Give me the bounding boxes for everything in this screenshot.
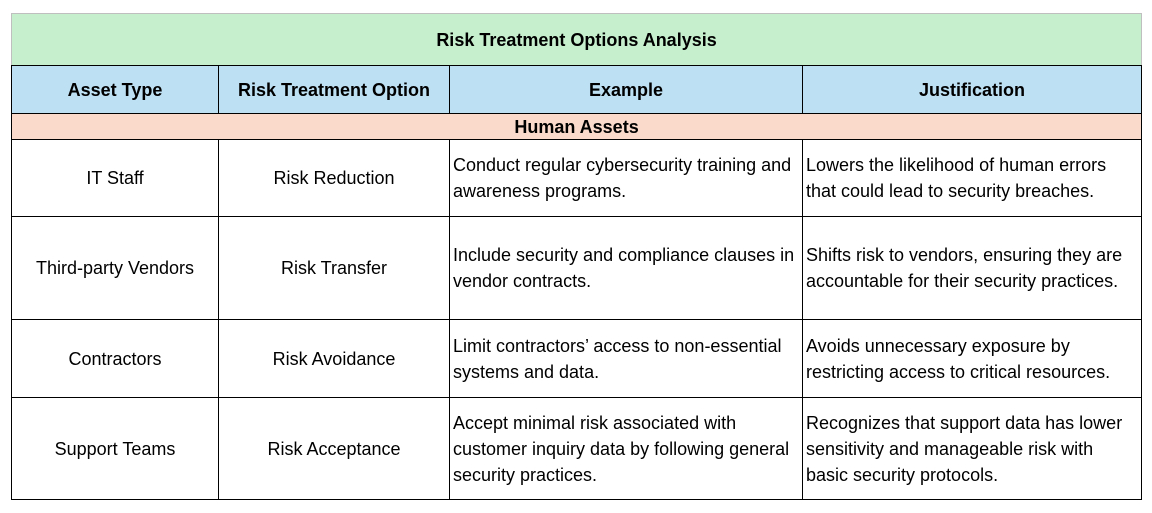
cell-example[interactable]: Accept minimal risk associated with cust…	[449, 397, 803, 500]
header-justification[interactable]: Justification	[801, 65, 1143, 114]
risk-treatment-sheet: Risk Treatment Options Analysis Asset Ty…	[10, 13, 1143, 500]
table-row: Contractors Risk Avoidance Limit contrac…	[11, 319, 1143, 398]
risk-treatment-table: Risk Treatment Options Analysis Asset Ty…	[10, 13, 1143, 500]
cell-justification[interactable]: Avoids unnecessary exposure by restricti…	[801, 319, 1143, 398]
cell-risk-option[interactable]: Risk Avoidance	[218, 319, 450, 398]
cell-justification[interactable]: Recognizes that support data has lower s…	[801, 397, 1143, 500]
cell-risk-option[interactable]: Risk Reduction	[218, 139, 450, 217]
cell-asset-type[interactable]: Support Teams	[11, 397, 219, 500]
cell-example[interactable]: Include security and compliance clauses …	[449, 216, 803, 320]
cell-asset-type[interactable]: Third-party Vendors	[11, 216, 219, 320]
table-row: IT Staff Risk Reduction Conduct regular …	[11, 139, 1143, 217]
cell-asset-type[interactable]: Contractors	[11, 319, 219, 398]
table-row: Support Teams Risk Acceptance Accept min…	[11, 397, 1143, 500]
cell-example[interactable]: Conduct regular cybersecurity training a…	[449, 139, 803, 217]
cell-justification[interactable]: Shifts risk to vendors, ensuring they ar…	[801, 216, 1143, 320]
cell-justification[interactable]: Lowers the likelihood of human errors th…	[801, 139, 1143, 217]
table-row: Third-party Vendors Risk Transfer Includ…	[11, 216, 1143, 320]
cell-risk-option[interactable]: Risk Transfer	[218, 216, 450, 320]
cell-asset-type[interactable]: IT Staff	[11, 139, 219, 217]
table-title[interactable]: Risk Treatment Options Analysis	[10, 13, 1143, 66]
header-risk-treatment-option[interactable]: Risk Treatment Option	[218, 65, 450, 114]
header-asset-type[interactable]: Asset Type	[11, 65, 219, 114]
header-example[interactable]: Example	[449, 65, 803, 114]
section-human-assets[interactable]: Human Assets	[10, 113, 1143, 140]
cell-risk-option[interactable]: Risk Acceptance	[218, 397, 450, 500]
cell-example[interactable]: Limit contractors’ access to non-essenti…	[449, 319, 803, 398]
